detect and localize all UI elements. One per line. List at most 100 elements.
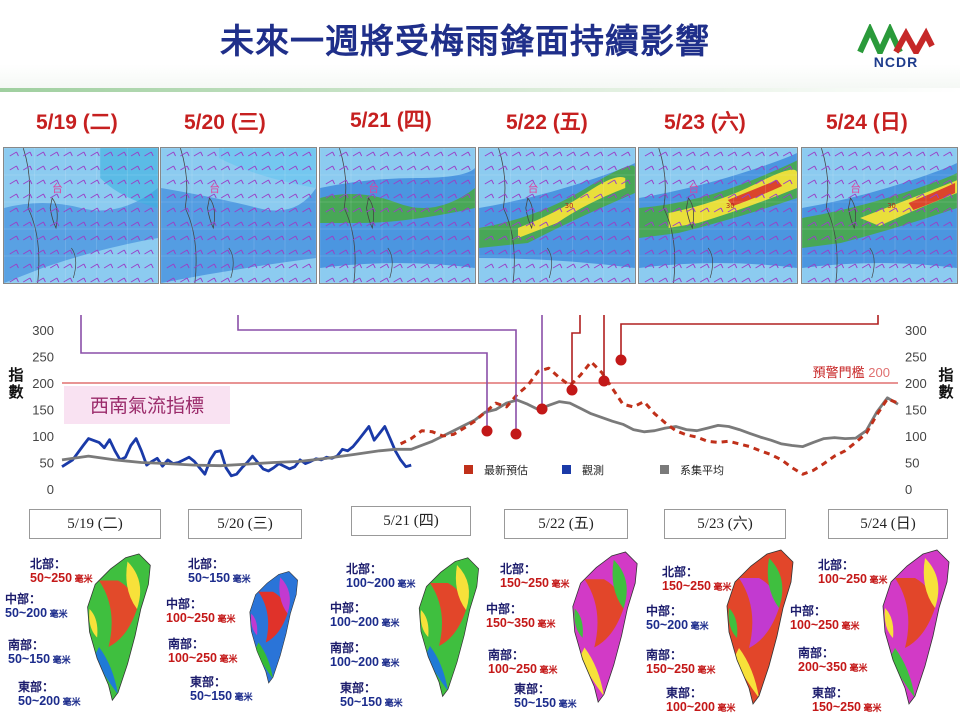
rainfall-central: 中部： 150~350 毫米	[486, 602, 556, 631]
region-name: 南部：	[798, 646, 835, 660]
legend-swatch	[562, 465, 571, 474]
bottom-day-6: 5/24 (日)	[828, 509, 948, 539]
rainfall-south: 南部： 50~150 毫米	[8, 638, 71, 667]
rainfall-range: 150~250 毫米	[662, 579, 732, 594]
forecast-marker	[615, 354, 627, 366]
y-axis-title: 指數	[938, 366, 953, 401]
rainfall-unit: 毫米	[379, 658, 400, 668]
rainfall-range: 50~150 毫米	[340, 695, 403, 710]
rainfall-unit: 毫米	[535, 619, 556, 629]
region-name: 東部：	[18, 680, 55, 694]
rainfall-north: 北部： 150~250 毫米	[662, 565, 732, 594]
taiwan-rainfall-map	[87, 553, 151, 702]
forecast-map-1: 台	[3, 147, 159, 284]
connector-line	[571, 315, 581, 390]
ncdr-logo-icon	[857, 22, 935, 60]
connector-line	[620, 315, 879, 360]
bottom-day-5: 5/23 (六)	[664, 509, 786, 539]
y-tick-right: 300	[905, 323, 927, 338]
rainfall-unit: 毫米	[382, 698, 403, 708]
rainfall-unit: 毫米	[72, 574, 93, 584]
rainfall-east: 東部： 50~200 毫米	[18, 680, 81, 709]
y-tick-left: 100	[32, 429, 54, 444]
rainfall-range: 100~200 毫米	[346, 576, 416, 591]
rainfall-value: 100~250	[168, 651, 218, 665]
chart-title: 西南氣流指標	[90, 395, 204, 417]
y-tick-right: 100	[905, 429, 927, 444]
rainfall-north: 北部： 100~250 毫米	[818, 558, 888, 587]
rainfall-central: 中部： 100~250 毫米	[790, 604, 860, 633]
forecast-map-4: 台 30	[478, 147, 636, 284]
legend-label: 最新預估	[484, 463, 528, 477]
rainfall-value: 100~250	[488, 662, 538, 676]
rainfall-range: 100~200 毫米	[330, 615, 400, 630]
map-taiwan-label: 台	[688, 181, 699, 195]
region-name: 中部：	[790, 604, 827, 618]
rainfall-south: 南部： 100~250 毫米	[488, 648, 558, 677]
region-name: 中部：	[486, 602, 523, 616]
day-label-1: 5/19 (二)	[36, 111, 118, 134]
rainfall-unit: 毫米	[556, 699, 577, 709]
rainfall-range: 100~250 毫米	[790, 618, 860, 633]
map-field-6: 台 30	[802, 148, 957, 283]
region-name: 北部：	[818, 558, 855, 572]
legend-swatch	[464, 465, 473, 474]
map-field-4: 台 30	[479, 148, 635, 283]
map-taiwan-label: 台	[368, 181, 379, 195]
taiwan-rainfall-map	[249, 571, 298, 684]
rainfall-south: 南部： 200~350 毫米	[798, 646, 868, 675]
header-divider	[0, 88, 960, 92]
y-tick-left: 50	[40, 456, 54, 471]
rainfall-value: 100~200	[330, 615, 380, 629]
y-tick-right: 150	[905, 403, 927, 418]
region-name: 南部：	[8, 638, 45, 652]
map-taiwan-label: 台	[209, 181, 220, 195]
rainfall-value: 100~200	[330, 655, 380, 669]
day-label-6: 5/24 (日)	[826, 111, 908, 134]
forecast-map-3: 台	[319, 147, 476, 284]
rainfall-unit: 毫米	[688, 621, 709, 631]
day-label-5: 5/23 (六)	[664, 111, 746, 134]
rainfall-east: 東部： 50~150 毫米	[190, 675, 253, 704]
map-taiwan-label: 台	[850, 181, 861, 195]
legend-swatch	[660, 465, 669, 474]
y-tick-left: 300	[32, 323, 54, 338]
forecast-marker	[510, 428, 522, 440]
rainfall-value: 50~200	[18, 694, 61, 708]
y-tick-right: 50	[905, 456, 919, 471]
rainfall-south: 南部： 150~250 毫米	[646, 648, 716, 677]
region-name: 東部：	[812, 686, 849, 700]
rainfall-range: 150~250 毫米	[500, 576, 570, 591]
rainfall-value: 150~250	[812, 700, 862, 714]
rainfall-unit: 毫米	[715, 703, 736, 713]
rainfall-range: 150~350 毫米	[486, 616, 556, 631]
rainfall-unit: 毫米	[549, 579, 570, 589]
connector-line	[80, 315, 488, 431]
rainfall-south: 南部： 100~250 毫米	[168, 637, 238, 666]
rainfall-unit: 毫米	[695, 665, 716, 675]
map-taiwan-label: 台	[528, 181, 539, 195]
region-name: 南部：	[646, 648, 683, 662]
series-line	[399, 360, 899, 476]
rainfall-unit: 毫米	[217, 654, 238, 664]
region-name: 中部：	[330, 601, 367, 615]
rainfall-range: 100~250 毫米	[166, 611, 236, 626]
rainfall-unit: 毫米	[395, 579, 416, 589]
region-name: 北部：	[188, 557, 225, 571]
region-name: 東部：	[340, 681, 377, 695]
header: 未來一週將受梅雨鋒面持續影響 NCDR	[0, 0, 960, 92]
y-axis-title: 指數	[8, 366, 23, 401]
rainfall-value: 150~250	[646, 662, 696, 676]
rainfall-value: 50~200	[5, 606, 48, 620]
rainfall-north: 北部： 150~250 毫米	[500, 562, 570, 591]
rainfall-east: 東部： 100~200 毫米	[666, 686, 736, 715]
taiwan-rainfall-map	[882, 549, 950, 705]
region-name: 南部：	[168, 637, 205, 651]
rainfall-value: 100~250	[166, 611, 216, 625]
legend-label: 觀測	[582, 463, 604, 477]
region-name: 北部：	[346, 562, 383, 576]
forecast-marker	[536, 403, 548, 415]
rainfall-value: 50~250	[30, 571, 73, 585]
rainfall-value: 50~150	[514, 696, 557, 710]
rainfall-north: 北部： 100~200 毫米	[346, 562, 416, 591]
